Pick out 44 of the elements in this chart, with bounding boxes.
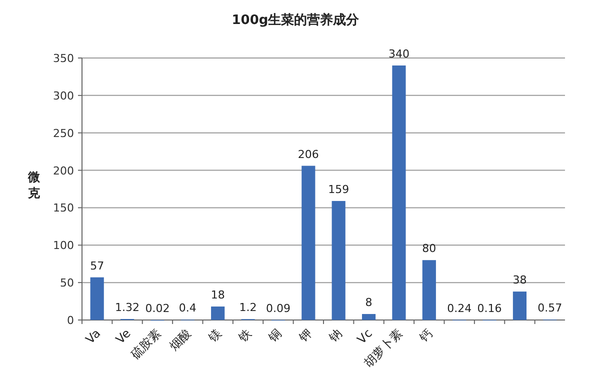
- data-label: 38: [512, 274, 527, 287]
- data-label: 1.32: [115, 301, 140, 314]
- x-tick-label: 钠: [326, 326, 345, 346]
- data-label: 8: [365, 296, 372, 310]
- y-tick-label: 50: [60, 276, 74, 290]
- bar: [211, 306, 225, 320]
- x-tick-label: 烟酸: [166, 326, 194, 354]
- y-tick-label: 200: [53, 164, 74, 178]
- y-tick-label: 250: [53, 126, 74, 140]
- data-label: 0.24: [447, 302, 472, 315]
- y-tick-label: 100: [53, 239, 74, 252]
- x-tick-label: 镁: [204, 326, 224, 346]
- x-tick-label: Va: [82, 326, 104, 346]
- y-tick-label: 150: [53, 202, 74, 215]
- y-tick-label: 350: [53, 52, 74, 65]
- data-label: 340: [388, 47, 410, 60]
- bar: [392, 65, 406, 320]
- data-label: 0.02: [145, 302, 170, 315]
- data-label: 1.2: [239, 301, 257, 314]
- data-label: 57: [90, 259, 104, 272]
- data-label: 206: [298, 148, 319, 161]
- y-tick-label: 300: [53, 89, 74, 102]
- data-label: 18: [210, 288, 225, 302]
- data-label: 0.57: [538, 302, 562, 315]
- bar: [422, 260, 436, 320]
- y-axis-title: 微克: [27, 170, 41, 200]
- data-label: 0.4: [178, 302, 196, 315]
- data-label: 0.16: [477, 302, 502, 315]
- y-tick-label: 0: [67, 314, 74, 327]
- data-label: 80: [422, 242, 436, 256]
- bar: [362, 314, 376, 320]
- bar: [302, 166, 316, 320]
- bar: [90, 277, 104, 320]
- chart-title: 100g生菜的营养成分: [232, 12, 360, 28]
- data-label: 0.09: [266, 302, 290, 315]
- x-tick-label: 铜: [265, 326, 284, 346]
- data-label: 159: [328, 182, 350, 196]
- x-tick-label: 钾: [295, 326, 315, 346]
- bar: [332, 200, 346, 320]
- x-tick-label: 钙: [416, 326, 436, 346]
- x-tick-label: Ve: [113, 326, 134, 346]
- x-tick-label: 铁: [235, 326, 254, 346]
- bar: [512, 292, 527, 320]
- x-tick-label: Vc: [354, 326, 375, 347]
